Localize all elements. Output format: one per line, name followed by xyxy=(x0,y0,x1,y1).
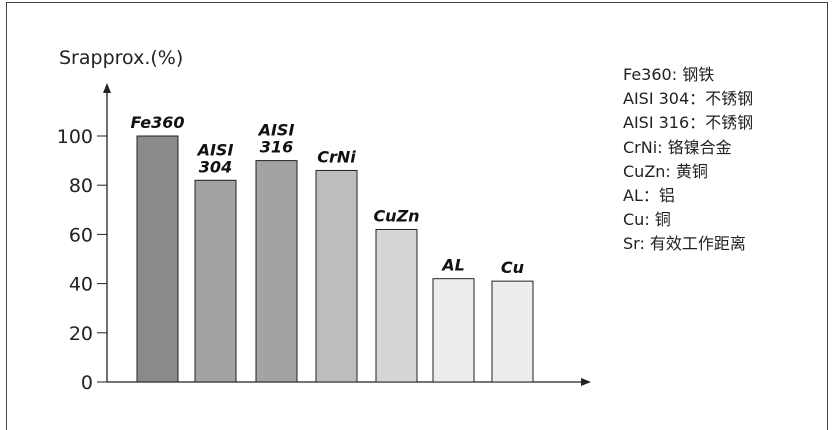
legend-item: Sr: 有效工作距离 xyxy=(623,234,746,254)
y-tick-label: 80 xyxy=(69,175,93,197)
bar-label: Fe360 xyxy=(131,113,185,132)
y-axis-label: Srapprox.(%) xyxy=(59,47,183,69)
bar xyxy=(432,278,475,383)
figure-frame xyxy=(6,2,828,430)
y-tick-label: 40 xyxy=(69,274,93,296)
bar-label: CuZn xyxy=(373,206,419,225)
bar xyxy=(136,135,179,383)
x-axis-arrow xyxy=(581,378,591,386)
legend-item: Fe360: 钢铁 xyxy=(623,65,715,84)
legend-item: AISI 304：不锈钢 xyxy=(623,89,754,109)
y-ticks: 0 20 40 60 80 100 xyxy=(57,126,107,394)
bar xyxy=(315,169,358,383)
y-tick-label: 0 xyxy=(81,372,93,394)
legend-item: AL：铝 xyxy=(623,186,675,206)
legend: Fe360: 钢铁 AISI 304：不锈钢 AISI 316：不锈钢 CrNi: 铬… xyxy=(623,63,753,257)
y-tick-label: 60 xyxy=(69,224,93,246)
bar-label: Cu xyxy=(501,258,524,277)
bar-label: AISI 316 xyxy=(257,121,295,157)
legend-item: Cu: 铜 xyxy=(623,210,671,230)
bar xyxy=(255,160,298,383)
bars: Fe360 AISI 304 AISI 316 CrNi CuZn AL Cu xyxy=(131,113,534,383)
bar xyxy=(194,179,237,383)
y-tick-label: 100 xyxy=(57,126,93,148)
bar-label: CrNi xyxy=(317,147,356,166)
bar-label: AL xyxy=(440,256,465,275)
y-axis-arrow xyxy=(103,83,111,93)
bar xyxy=(375,228,418,383)
legend-item: CuZn: 黄铜 xyxy=(623,161,708,181)
legend-item: CrNi: 铬镍合金 xyxy=(623,137,732,157)
legend-item: AISI 316：不锈钢 xyxy=(623,113,754,133)
bar-label: AISI 304 xyxy=(196,140,234,176)
y-tick-label: 20 xyxy=(69,323,93,345)
bar xyxy=(491,280,534,383)
